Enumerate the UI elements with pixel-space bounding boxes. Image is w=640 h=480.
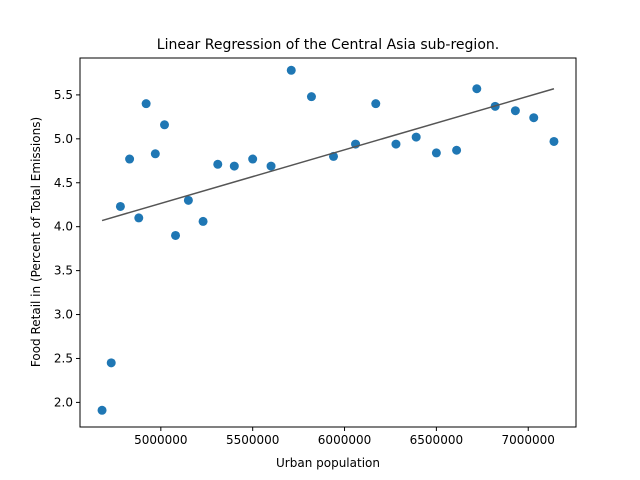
data-point xyxy=(431,148,441,158)
y-tick-label: 2.0 xyxy=(54,395,73,409)
data-point xyxy=(183,195,193,205)
data-point xyxy=(171,230,181,240)
y-tick-label: 3.0 xyxy=(54,308,73,322)
x-tick-label: 5000000 xyxy=(134,433,187,447)
data-point xyxy=(549,136,559,146)
data-point xyxy=(160,120,170,130)
data-point xyxy=(510,106,520,116)
data-point xyxy=(248,154,258,164)
data-point xyxy=(452,145,462,155)
data-point xyxy=(198,216,208,226)
plot-area xyxy=(97,65,559,415)
y-axis: 2.0 2.5 3.0 3.5 4.0 4.5 5.0 5.5 xyxy=(54,88,80,409)
data-point xyxy=(266,161,276,171)
data-point xyxy=(391,139,401,149)
data-point xyxy=(115,201,125,211)
y-axis-label: Food Retail in (Percent of Total Emissio… xyxy=(29,117,43,367)
regression-line xyxy=(101,88,555,222)
chart-title: Linear Regression of the Central Asia su… xyxy=(157,37,499,53)
x-tick-label: 7000000 xyxy=(502,433,555,447)
data-point xyxy=(286,65,296,75)
data-point xyxy=(97,405,107,415)
data-point xyxy=(229,161,239,171)
x-axis: 5000000 5500000 6000000 6500000 7000000 xyxy=(134,427,555,447)
data-point xyxy=(141,99,151,109)
data-point xyxy=(150,149,160,159)
y-tick-label: 4.5 xyxy=(54,176,73,190)
data-point xyxy=(213,159,223,169)
y-tick-label: 2.5 xyxy=(54,351,73,365)
y-tick-label: 5.0 xyxy=(54,132,73,146)
data-point xyxy=(411,132,421,142)
x-axis-label: Urban population xyxy=(276,456,380,470)
data-point xyxy=(134,213,144,223)
y-tick-label: 4.0 xyxy=(54,220,73,234)
data-point xyxy=(371,99,381,109)
x-tick-label: 6500000 xyxy=(410,433,463,447)
data-point xyxy=(472,84,482,94)
data-point xyxy=(529,113,539,123)
x-tick-label: 6000000 xyxy=(318,433,371,447)
data-point xyxy=(106,358,116,368)
y-tick-label: 5.5 xyxy=(54,88,73,102)
x-tick-label: 5500000 xyxy=(226,433,279,447)
data-point xyxy=(125,154,135,164)
data-point xyxy=(306,92,316,102)
axes-frame xyxy=(79,57,577,428)
y-tick-label: 3.5 xyxy=(54,264,73,278)
